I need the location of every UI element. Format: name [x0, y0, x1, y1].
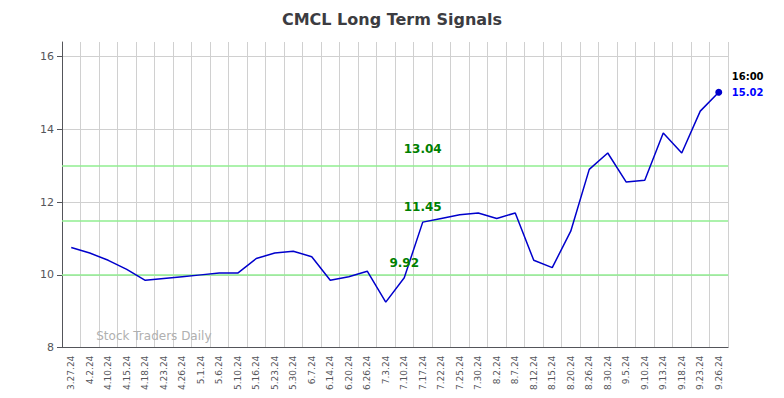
svg-text:9.5.24: 9.5.24 — [621, 355, 631, 384]
svg-text:10: 10 — [40, 268, 54, 281]
svg-text:6.14.24: 6.14.24 — [325, 355, 335, 390]
svg-text:4.23.24: 4.23.24 — [159, 355, 169, 390]
svg-text:11.45: 11.45 — [404, 200, 442, 214]
svg-text:7.30.24: 7.30.24 — [473, 355, 483, 390]
svg-text:16: 16 — [40, 50, 54, 63]
svg-text:8.15.24: 8.15.24 — [547, 355, 557, 390]
svg-text:15.02: 15.02 — [732, 87, 764, 98]
svg-text:8: 8 — [47, 341, 54, 354]
svg-text:8.26.24: 8.26.24 — [584, 355, 594, 390]
svg-text:5.6.24: 5.6.24 — [214, 355, 224, 384]
svg-text:5.10.24: 5.10.24 — [233, 355, 243, 390]
svg-text:14: 14 — [40, 123, 54, 136]
svg-text:4.18.24: 4.18.24 — [140, 355, 150, 390]
svg-text:3.27.24: 3.27.24 — [66, 355, 76, 390]
svg-text:12: 12 — [40, 196, 54, 209]
svg-text:8.2.24: 8.2.24 — [492, 355, 502, 384]
svg-text:8.7.24: 8.7.24 — [510, 355, 520, 384]
svg-text:7.10.24: 7.10.24 — [399, 355, 409, 390]
svg-text:9.13.24: 9.13.24 — [658, 355, 668, 390]
svg-text:4.10.24: 4.10.24 — [103, 355, 113, 390]
svg-text:5.1.24: 5.1.24 — [196, 355, 206, 384]
svg-text:9.10.24: 9.10.24 — [640, 355, 650, 390]
svg-text:CMCL Long Term Signals: CMCL Long Term Signals — [282, 10, 502, 29]
svg-text:9.23.24: 9.23.24 — [695, 355, 705, 390]
svg-text:7.17.24: 7.17.24 — [418, 355, 428, 390]
svg-text:6.7.24: 6.7.24 — [307, 355, 317, 384]
svg-text:9.26.24: 9.26.24 — [714, 355, 724, 390]
svg-text:6.20.24: 6.20.24 — [344, 355, 354, 390]
svg-text:5.23.24: 5.23.24 — [270, 355, 280, 390]
svg-text:7.25.24: 7.25.24 — [455, 355, 465, 390]
svg-text:13.04: 13.04 — [404, 142, 442, 156]
svg-text:Stock Traders Daily: Stock Traders Daily — [96, 329, 211, 343]
svg-text:5.16.24: 5.16.24 — [251, 355, 261, 390]
svg-text:8.12.24: 8.12.24 — [529, 355, 539, 390]
svg-text:8.20.24: 8.20.24 — [566, 355, 576, 390]
svg-text:9.92: 9.92 — [389, 256, 419, 270]
svg-text:7.22.24: 7.22.24 — [436, 355, 446, 390]
svg-text:9.18.24: 9.18.24 — [677, 355, 687, 390]
svg-text:4.15.24: 4.15.24 — [122, 355, 132, 390]
svg-text:6.26.24: 6.26.24 — [362, 355, 372, 390]
svg-text:7.3.24: 7.3.24 — [381, 355, 391, 384]
svg-text:5.30.24: 5.30.24 — [288, 355, 298, 390]
svg-text:4.26.24: 4.26.24 — [177, 355, 187, 390]
svg-text:4.2.24: 4.2.24 — [85, 355, 95, 384]
svg-text:8.30.24: 8.30.24 — [603, 355, 613, 390]
svg-text:16:00: 16:00 — [732, 71, 764, 82]
